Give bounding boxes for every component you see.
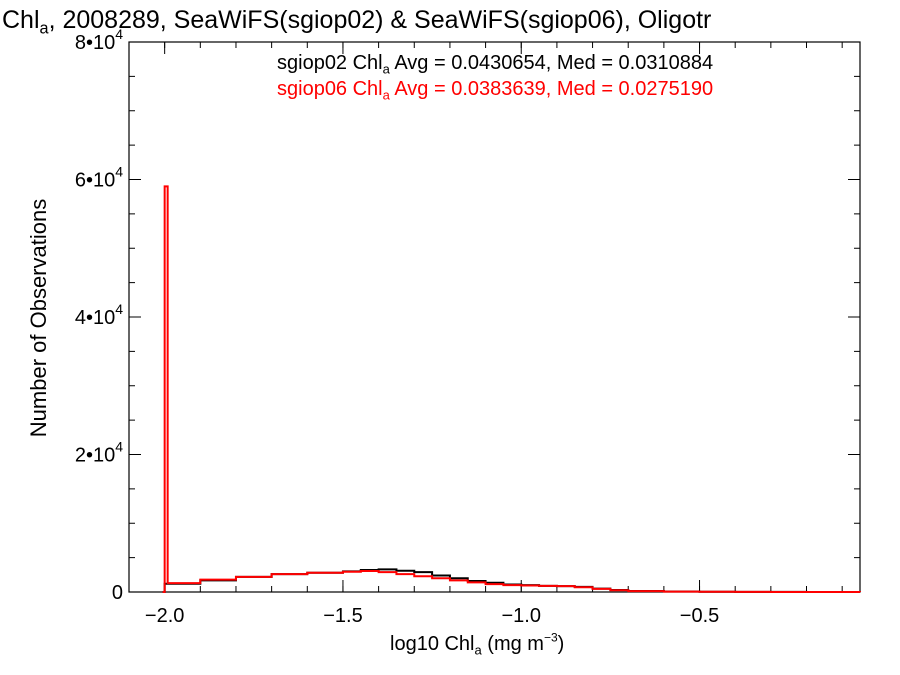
axis-ticks (129, 41, 860, 593)
y-tick-mantissa: 4•10 (75, 307, 115, 329)
x-tick-label: −2.0 (145, 605, 184, 627)
x-tick-label: −1.0 (502, 605, 541, 627)
y-tick-exponent: 4 (115, 301, 123, 317)
plot-frame (128, 41, 861, 593)
chart-title: Chla, 2008289, SeaWiFS(sgiop02) & SeaWiF… (2, 6, 712, 38)
y-tick-exponent: 4 (115, 26, 123, 42)
y-tick-mantissa: 2•10 (75, 445, 115, 467)
y-tick-label: 2•104 (75, 439, 123, 467)
series-line-sgiop06 (162, 185, 861, 593)
y-tick-mantissa: 6•10 (75, 170, 115, 192)
y-tick-exponent: 4 (115, 164, 123, 180)
y-tick-label: 4•104 (75, 301, 123, 329)
y-tick-label: 8•104 (75, 26, 123, 54)
y-tick-label: 6•104 (75, 164, 123, 192)
x-axis-label: log10 Chla (mg m−3) (390, 630, 565, 658)
y-tick-mantissa: 0 (112, 582, 123, 604)
x-tick-label: −1.5 (323, 605, 362, 627)
x-tick-label: −0.5 (680, 605, 719, 627)
legend-entry-sgiop02: sgiop02 Chla Avg = 0.0430654, Med = 0.03… (277, 52, 714, 77)
series-layer (162, 185, 861, 593)
y-axis-label: Number of Observations (26, 198, 51, 438)
y-tick-label: 0 (112, 582, 123, 604)
legend-entry-sgiop06: sgiop06 Chla Avg = 0.0383639, Med = 0.02… (277, 78, 714, 103)
series-line-sgiop02 (162, 568, 861, 593)
y-tick-exponent: 4 (115, 439, 123, 455)
y-tick-mantissa: 8•10 (75, 32, 115, 54)
